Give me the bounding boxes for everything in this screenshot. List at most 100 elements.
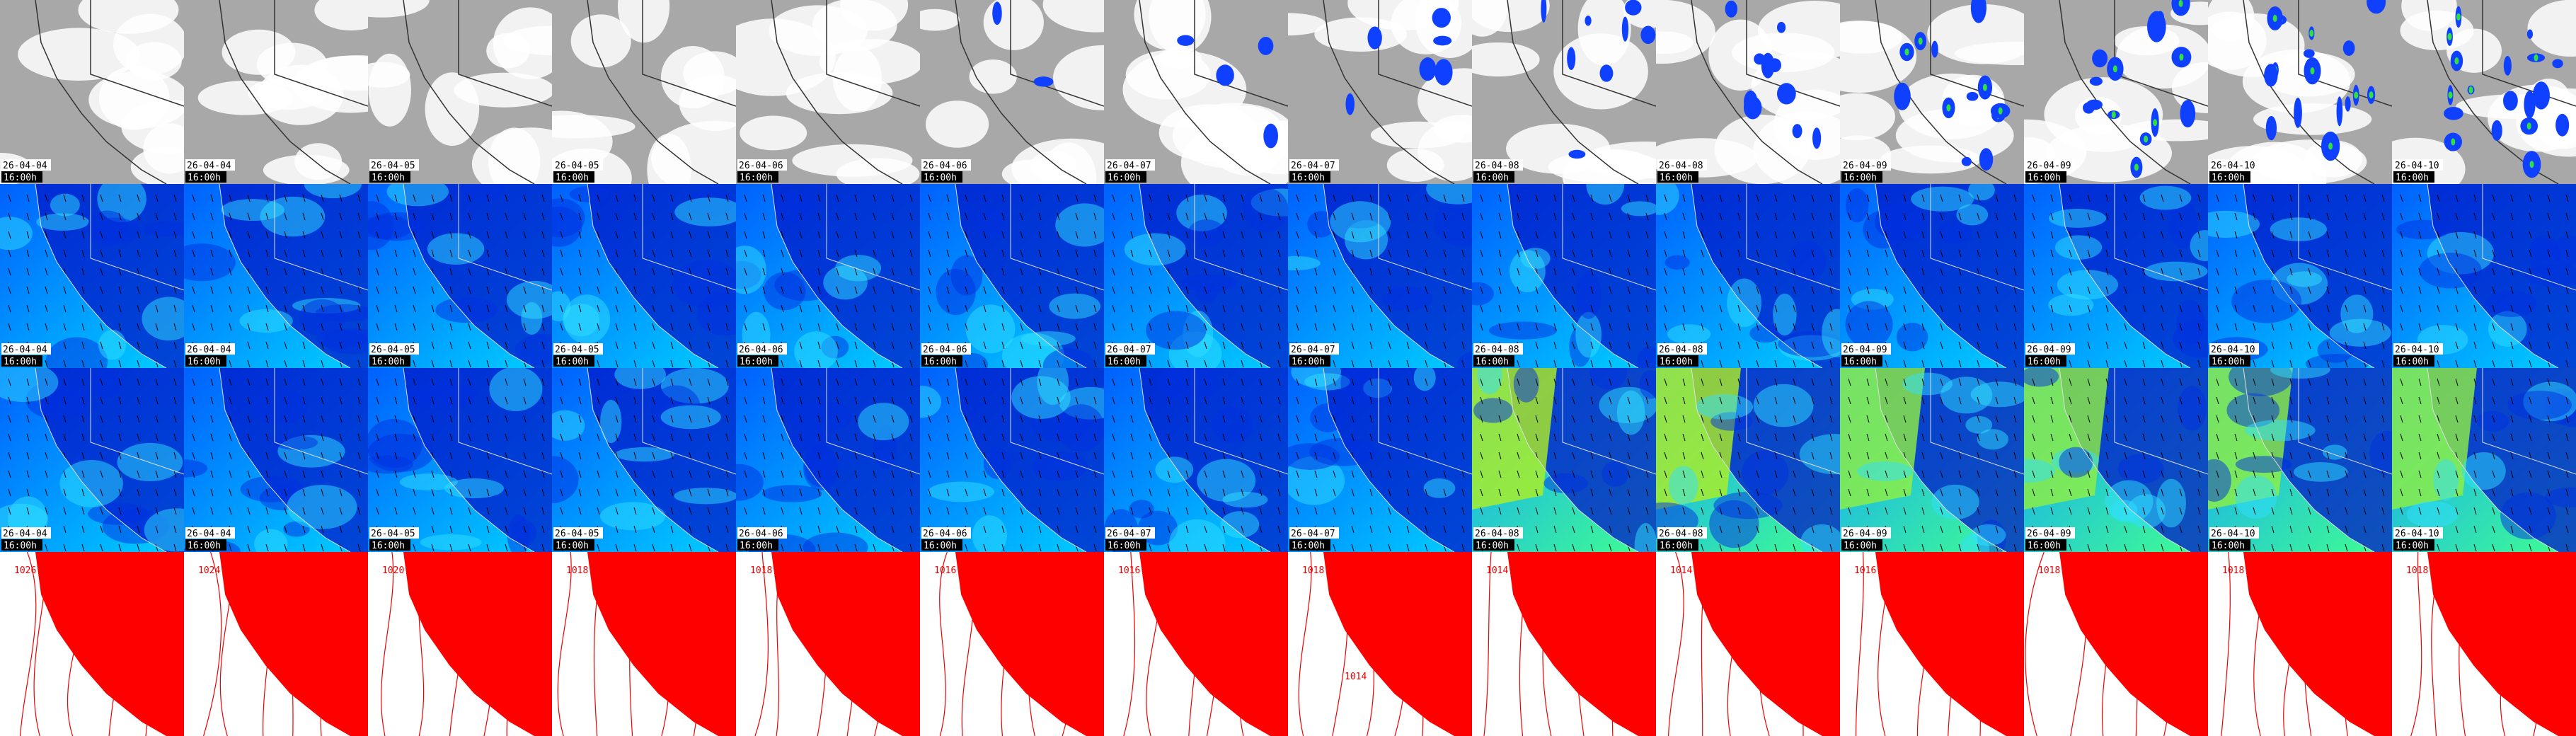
wind-arrow [413, 360, 416, 368]
wind-patch [2231, 280, 2302, 323]
tile-content [368, 184, 552, 368]
wind-patch [521, 301, 543, 335]
wind-arrow [615, 544, 619, 552]
tile-content [736, 0, 920, 184]
wind-arrow [560, 488, 563, 497]
cloud-clear [1472, 42, 1540, 77]
precip-blob [1768, 58, 1781, 73]
wind-arrow [2289, 231, 2293, 239]
wind-arrow [854, 488, 858, 497]
wind-arrow [1001, 212, 1005, 221]
state-border [90, 184, 184, 291]
wind-arrow [63, 433, 67, 442]
wind-arrow [63, 212, 67, 221]
wind-arrow [578, 433, 582, 442]
wind-arrow [1866, 194, 1870, 202]
precip-blob [1966, 91, 1979, 101]
precip-blob [1725, 0, 1738, 18]
wind-arrow [1185, 304, 1189, 313]
wind-arrow [431, 507, 435, 515]
wind-patch [239, 309, 293, 333]
wind-arrow [1057, 507, 1060, 515]
date-label: 26-04-06 [923, 161, 967, 171]
wind-arrow [1609, 378, 1612, 386]
wind-arrow [1259, 231, 1263, 239]
wind-arrow [1811, 433, 1815, 442]
date-box [553, 343, 603, 355]
wind-arrow [817, 415, 821, 423]
wind-arrow [1277, 470, 1281, 478]
wind-arrow [1848, 194, 1851, 202]
time-box [2393, 355, 2434, 367]
wind-arrow [1038, 212, 1042, 221]
wind-arrow [1388, 249, 1391, 258]
wind-arrow [339, 470, 343, 478]
wind-arrow [1664, 194, 1667, 202]
wind-arrow [965, 470, 968, 478]
wind-arrow [1498, 304, 1502, 313]
tile-content: 1026 [0, 552, 184, 736]
wind-arrow [265, 415, 269, 423]
wind-arrow [1701, 360, 1704, 368]
wind-arrow [928, 396, 931, 405]
wind-arrow [1995, 433, 1999, 442]
wind-patch [407, 381, 477, 409]
wind-arrow [2197, 268, 2201, 276]
wind-arrow [873, 341, 876, 350]
wind-arrow [155, 286, 159, 294]
wind-arrow [2234, 433, 2238, 442]
precip-blob [1367, 26, 1382, 50]
wind-arrow [1406, 507, 1410, 515]
wind-arrow [1351, 231, 1355, 239]
wind-arrow [2142, 525, 2146, 534]
wind-arrow [689, 544, 692, 552]
wind-arrow [2253, 507, 2256, 515]
precip-core [2526, 122, 2531, 130]
wind-arrow [1590, 286, 1594, 294]
wind-arrow [1903, 304, 1907, 313]
wind-arrow [781, 323, 784, 331]
wind-patch [858, 403, 909, 441]
precip-blob [992, 1, 1002, 25]
wind-arrow [1885, 507, 1888, 515]
date-box [1289, 527, 1339, 539]
wind-arrow [284, 525, 287, 534]
wind-arrow [2437, 194, 2440, 202]
wind-arrow [1130, 415, 1134, 423]
wind-arrow [1425, 212, 1428, 221]
wind-arrow [1480, 286, 1483, 294]
wind-arrow [118, 378, 122, 386]
wind-arrow [1572, 360, 1575, 368]
wind-arrow [118, 194, 122, 202]
precip-blob [1433, 35, 1452, 46]
wind-arrow [652, 323, 655, 331]
wind-arrow [1314, 433, 1318, 442]
state-border [90, 368, 184, 475]
tile-content [2392, 184, 2576, 368]
wind-arrow [2032, 378, 2035, 386]
wind-arrow [2400, 452, 2403, 460]
wind-arrow [1590, 544, 1594, 552]
state-border [1378, 368, 1472, 475]
wind-arrow [1333, 249, 1336, 258]
wind-arrow [2234, 249, 2238, 258]
wind-patch [254, 529, 288, 552]
wind-arrow [2492, 396, 2495, 405]
wind-arrow [2418, 396, 2422, 405]
wind-arrow [2105, 194, 2109, 202]
wind-arrow [1645, 304, 1649, 313]
wind-arrow [523, 268, 527, 276]
wind-arrow [652, 544, 655, 552]
wind-arrow [670, 378, 674, 386]
wind-arrow [1719, 433, 1723, 442]
wind-arrow [1737, 231, 1741, 239]
wind-arrow [192, 396, 195, 405]
wind-arrow [1737, 286, 1741, 294]
wind-arrow [431, 378, 435, 386]
wind-arrow [1296, 507, 1299, 515]
wind-arrow [1093, 433, 1097, 442]
wind-arrow [1480, 194, 1483, 202]
precip-core [1904, 48, 1909, 56]
wind-arrow [1093, 323, 1097, 331]
